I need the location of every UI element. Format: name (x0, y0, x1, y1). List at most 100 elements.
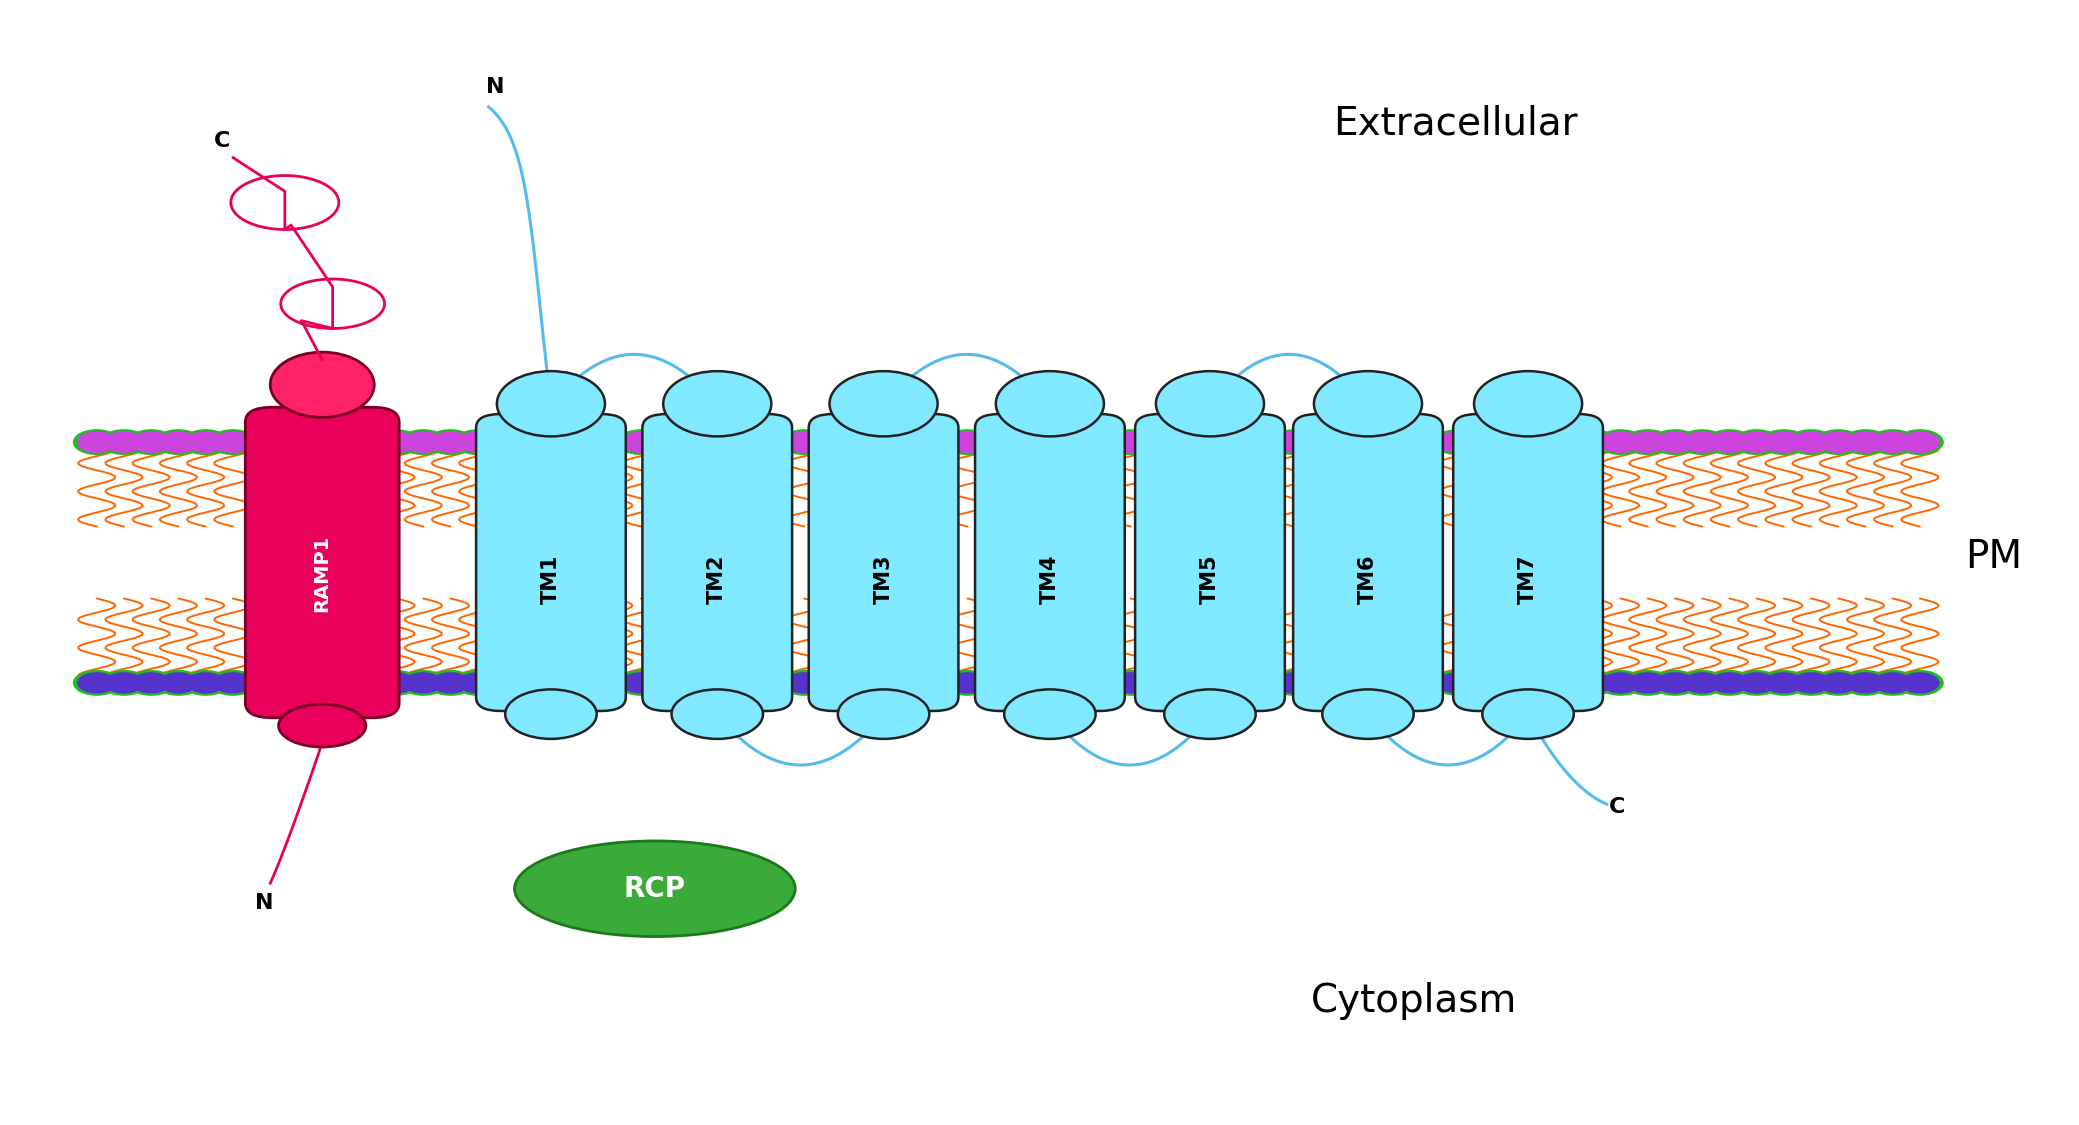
Circle shape (104, 431, 143, 452)
Circle shape (1900, 431, 1940, 452)
Circle shape (1110, 431, 1150, 452)
Text: PM: PM (1965, 538, 2021, 576)
Circle shape (1792, 431, 1832, 452)
Circle shape (1601, 672, 1640, 693)
Circle shape (77, 672, 116, 693)
Circle shape (1628, 431, 1667, 452)
Circle shape (1705, 669, 1753, 695)
Text: TM1: TM1 (541, 555, 561, 604)
Circle shape (376, 431, 416, 452)
Ellipse shape (1314, 371, 1422, 436)
Circle shape (430, 431, 470, 452)
Circle shape (1846, 672, 1886, 693)
Circle shape (1110, 672, 1150, 693)
Circle shape (1651, 429, 1699, 454)
Circle shape (1597, 429, 1644, 454)
Circle shape (1624, 669, 1672, 695)
Circle shape (77, 431, 116, 452)
FancyBboxPatch shape (642, 414, 792, 711)
Circle shape (1709, 431, 1748, 452)
Circle shape (212, 431, 252, 452)
Text: C: C (214, 130, 231, 151)
Circle shape (1274, 672, 1314, 693)
Circle shape (104, 431, 143, 452)
Circle shape (1624, 429, 1672, 454)
Circle shape (1270, 669, 1318, 695)
Circle shape (208, 669, 256, 695)
Circle shape (185, 672, 225, 693)
Text: TM2: TM2 (707, 555, 728, 604)
Circle shape (1437, 431, 1476, 452)
Circle shape (1896, 429, 1944, 454)
Circle shape (131, 672, 170, 693)
Circle shape (453, 669, 501, 695)
Circle shape (100, 669, 148, 695)
Circle shape (1900, 672, 1940, 693)
Circle shape (1732, 429, 1780, 454)
Circle shape (1678, 429, 1726, 454)
Circle shape (617, 429, 665, 454)
FancyBboxPatch shape (476, 414, 626, 711)
Circle shape (617, 669, 665, 695)
Text: Cytoplasm: Cytoplasm (1310, 982, 1518, 1020)
Text: TM6: TM6 (1358, 555, 1378, 604)
Circle shape (1274, 431, 1314, 452)
Circle shape (399, 429, 447, 454)
Circle shape (1570, 429, 1617, 454)
Circle shape (212, 431, 252, 452)
Circle shape (590, 429, 638, 454)
Circle shape (1732, 669, 1780, 695)
Circle shape (622, 672, 661, 693)
Circle shape (595, 431, 634, 452)
Ellipse shape (663, 371, 771, 436)
Circle shape (403, 672, 443, 693)
Circle shape (784, 672, 823, 693)
Circle shape (590, 669, 638, 695)
FancyBboxPatch shape (809, 414, 958, 711)
Circle shape (1106, 669, 1154, 695)
Ellipse shape (1482, 690, 1574, 739)
Circle shape (426, 429, 474, 454)
Circle shape (1682, 672, 1721, 693)
Circle shape (1873, 672, 1913, 693)
Circle shape (1873, 431, 1913, 452)
Text: C: C (1609, 796, 1626, 817)
Circle shape (403, 431, 443, 452)
Ellipse shape (1004, 690, 1096, 739)
Circle shape (1736, 431, 1775, 452)
FancyBboxPatch shape (245, 407, 399, 718)
Circle shape (1873, 431, 1913, 452)
Circle shape (104, 672, 143, 693)
Circle shape (1682, 431, 1721, 452)
Circle shape (1846, 431, 1886, 452)
Circle shape (948, 672, 988, 693)
Circle shape (1819, 431, 1859, 452)
Circle shape (1792, 672, 1832, 693)
Ellipse shape (279, 704, 366, 747)
Circle shape (1788, 669, 1836, 695)
Circle shape (622, 431, 661, 452)
Circle shape (1432, 429, 1480, 454)
Circle shape (1761, 669, 1809, 695)
Circle shape (1655, 431, 1694, 452)
Circle shape (158, 431, 198, 452)
Circle shape (1709, 672, 1748, 693)
Circle shape (1736, 672, 1775, 693)
Circle shape (1437, 672, 1476, 693)
Circle shape (948, 431, 988, 452)
Circle shape (430, 672, 470, 693)
Circle shape (1819, 672, 1859, 693)
Circle shape (1709, 431, 1748, 452)
Ellipse shape (270, 352, 374, 417)
Circle shape (1437, 431, 1476, 452)
Circle shape (181, 669, 229, 695)
FancyBboxPatch shape (1453, 414, 1603, 711)
Circle shape (100, 429, 148, 454)
Circle shape (780, 669, 827, 695)
Circle shape (1601, 431, 1640, 452)
Circle shape (185, 431, 225, 452)
Circle shape (1270, 429, 1318, 454)
Ellipse shape (830, 371, 938, 436)
Circle shape (1736, 431, 1775, 452)
Circle shape (1651, 669, 1699, 695)
